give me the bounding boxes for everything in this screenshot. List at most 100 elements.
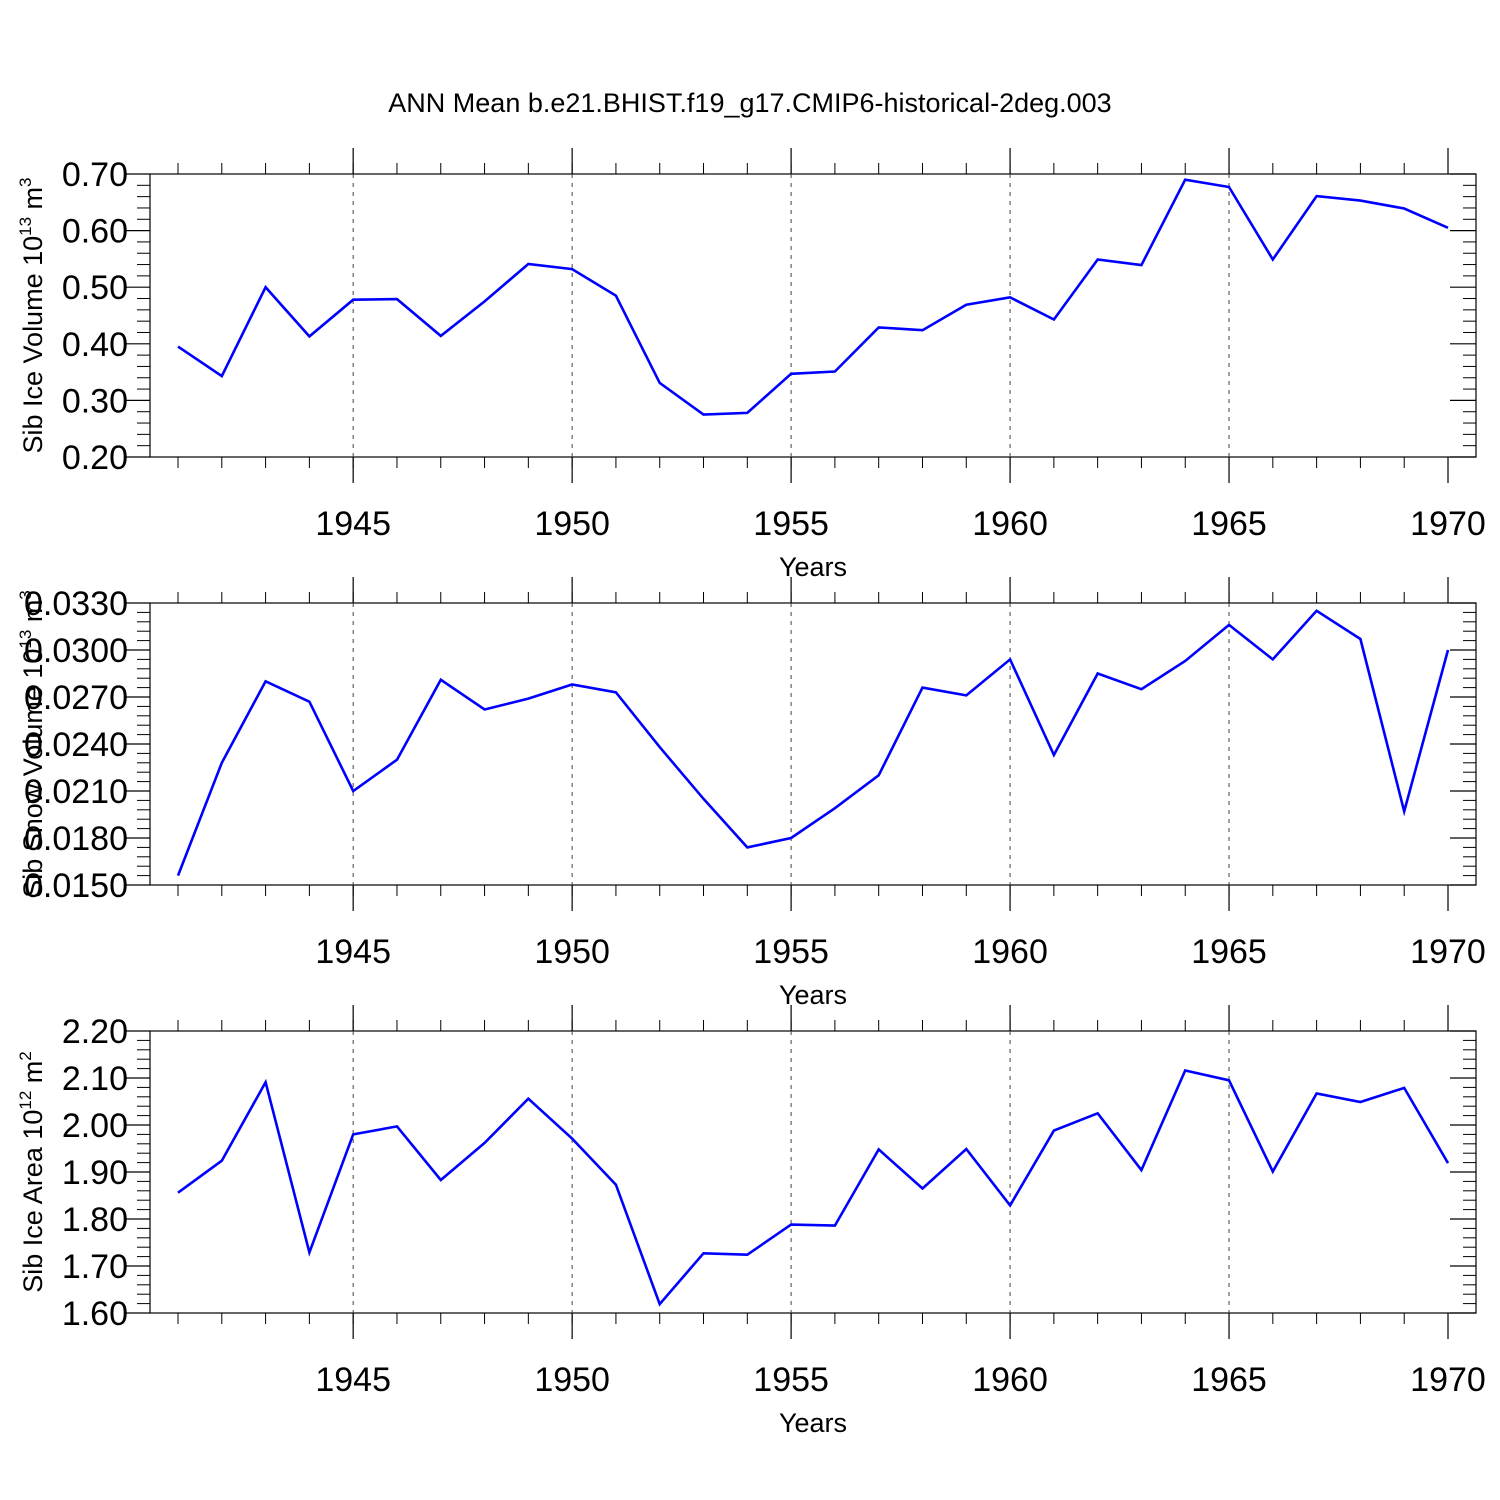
data-point [1402,809,1406,813]
data-point [877,773,881,777]
data-point [1358,199,1362,203]
data-point [307,700,311,704]
x-tick-label: 1945 [315,505,391,543]
x-axis-title: Years [779,1408,847,1438]
chart-panel-3: 1945 1950 1955 1960 1965 1970 Years 1.60 1.70 1.8… [16,1005,1486,1438]
data-point [1139,263,1143,267]
data-point [1446,648,1450,652]
data-point [351,789,355,793]
data-point [1052,753,1056,757]
data-point [395,1124,399,1128]
x-tick-label: 1970 [1410,505,1486,543]
y-tick-label: 1.90 [62,1154,128,1192]
y-tick-label: 2.00 [62,1107,128,1145]
data-point [526,262,530,266]
data-point [526,697,530,701]
data-point [1183,178,1187,182]
data-point [1096,672,1100,676]
data-point [1315,194,1319,198]
data-point [1008,295,1012,299]
data-point [1227,623,1231,627]
data-point [1008,1203,1012,1207]
chart-title: ANN Mean b.e21.BHIST.f19_g17.CMIP6-histo… [388,88,1111,118]
data-point [833,370,837,374]
chart-panel-1: 1945 1950 1955 1960 1965 1970 Years 0.20 0.30 0.4… [16,148,1486,582]
data-point [964,1147,968,1151]
data-point [789,1223,793,1227]
x-tick-label: 1955 [753,505,829,543]
x-axis-title: Years [779,980,847,1010]
data-point [176,345,180,349]
data-point [439,334,443,338]
data-point [833,806,837,810]
data-point [220,1159,224,1163]
data-point [483,299,487,303]
series-line [177,178,1449,416]
data-point [920,1186,924,1190]
data-point [483,1141,487,1145]
data-point [307,334,311,338]
data-point [570,267,574,271]
y-tick-label: 0.50 [62,269,128,307]
data-point [439,678,443,682]
data-point [964,303,968,307]
x-tick-label: 1950 [534,1361,610,1399]
data-point [1358,1100,1362,1104]
data-point [1227,185,1231,189]
x-tick-label: 1950 [534,933,610,971]
data-point [570,682,574,686]
data-point [351,1132,355,1136]
data-point [877,1147,881,1151]
y-tick-label: 1.80 [62,1201,128,1239]
data-point [483,708,487,712]
data-point [570,1137,574,1141]
data-point [264,285,268,289]
data-point [1271,657,1275,661]
data-point [1358,637,1362,641]
y-tick-label: 0.0330 [24,585,128,623]
data-point [307,1250,311,1254]
data-point [658,1302,662,1306]
data-point [264,679,268,683]
data-point [745,411,749,415]
data-point [658,745,662,749]
data-point [176,1191,180,1195]
data-point [745,845,749,849]
data-point [1402,1086,1406,1090]
data-point [439,1178,443,1182]
data-point [176,874,180,878]
data-point [877,325,881,329]
data-point [220,761,224,765]
data-point [1271,1170,1275,1174]
y-tick-label: 0.40 [62,326,128,364]
data-point [1271,257,1275,261]
series-line [177,1068,1450,1307]
data-point [1227,1078,1231,1082]
data-point [1402,207,1406,211]
data-point [526,1097,530,1101]
series-line [176,609,1450,877]
x-tick-label: 1945 [315,933,391,971]
data-point [1008,657,1012,661]
y-tick-label: 0.20 [62,439,128,477]
y-axis-title: Sib Snow Volume 1013 m3 [16,590,48,898]
y-tick-label: 0.30 [62,382,128,420]
data-point [745,1253,749,1257]
data-point [833,1224,837,1228]
x-tick-label: 1960 [972,933,1048,971]
data-point [395,758,399,762]
plot-frame [149,173,1477,458]
data-point [964,693,968,697]
data-point [1446,1161,1450,1165]
y-tick-label: 1.70 [62,1248,128,1286]
x-tick-label: 1960 [972,1361,1048,1399]
data-point [1139,687,1143,691]
y-tick-label: 0.0240 [24,726,128,764]
x-tick-label: 1970 [1410,1361,1486,1399]
data-point [1315,1092,1319,1096]
data-point [920,328,924,332]
y-tick-label: 0.0300 [24,632,128,670]
data-point [1139,1168,1143,1172]
data-point [789,372,793,376]
